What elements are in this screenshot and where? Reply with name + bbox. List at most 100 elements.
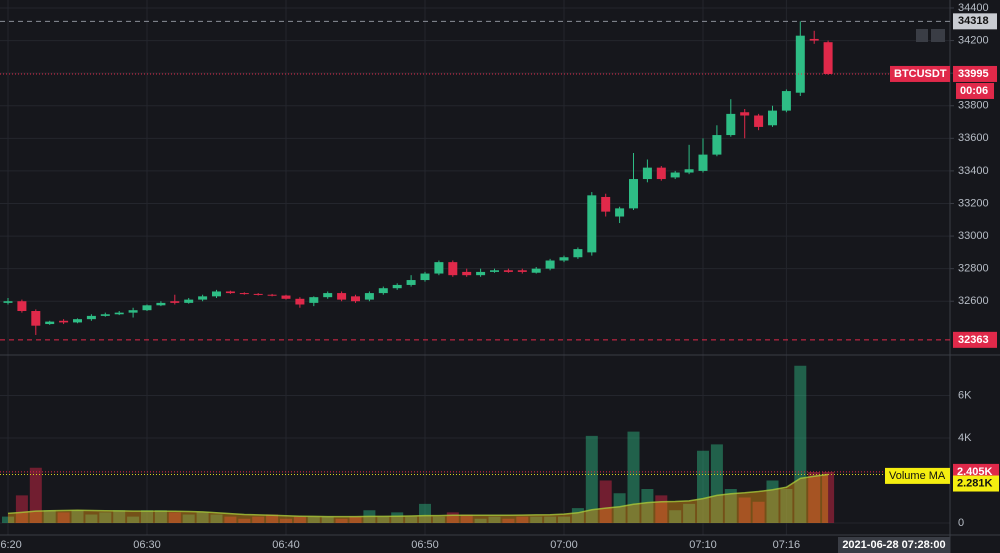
volume-bar: [585, 435, 598, 523]
volume-bar: [780, 488, 793, 523]
candle-body: [809, 38, 819, 41]
countdown: 00:06: [960, 85, 988, 97]
volume-bar: [669, 510, 682, 523]
volume-bar: [321, 516, 334, 523]
volume-bar: [599, 480, 612, 523]
candle-body: [406, 280, 416, 285]
candle-body: [740, 112, 750, 116]
high-tag-bg: [953, 13, 997, 30]
volume-ma-name-bg: [885, 467, 950, 484]
symbol-tag: BTCUSDT: [894, 68, 947, 80]
volume-ma-line: [7, 473, 829, 518]
last-price-tag-bg: [953, 65, 997, 82]
candle-body: [559, 257, 569, 261]
crosshair-time: 2021-06-28 07:28:00: [842, 539, 945, 551]
volume-bar: [224, 516, 237, 523]
high-tag: 34318: [958, 15, 989, 27]
candle-body: [726, 113, 736, 136]
volume-bar: [293, 516, 306, 523]
candle-body: [337, 293, 347, 300]
candle-body: [615, 208, 625, 217]
volume-bar: [154, 510, 167, 523]
volume-bar: [697, 450, 709, 523]
volume-bar: [752, 501, 765, 523]
y-tick-label: 33400: [958, 165, 989, 177]
candle-body: [351, 296, 360, 302]
volume-bar: [335, 518, 348, 523]
candle-body: [712, 135, 722, 155]
candle-body: [823, 42, 833, 74]
candle-body: [768, 110, 777, 126]
candle-body: [170, 301, 180, 303]
y-tick-label: 33800: [958, 100, 989, 112]
x-tick-label: 06:30: [133, 539, 161, 551]
volume-bar: [432, 516, 445, 523]
candle-body: [420, 273, 430, 281]
x-tick-label: 07:00: [550, 539, 578, 551]
candle-body: [212, 291, 221, 297]
x-tick-label: 07:16: [773, 539, 801, 551]
volume-bar: [210, 514, 223, 523]
volume-bar: [766, 480, 779, 523]
candle-body: [545, 260, 555, 269]
x-tick-label: 06:20: [0, 539, 22, 551]
candle-body: [656, 167, 666, 180]
volume-ma-area: [8, 474, 829, 523]
volume-bar: [99, 512, 112, 523]
candle-body: [3, 301, 13, 303]
candle-body: [225, 291, 235, 294]
y-tick-label: 34200: [958, 34, 989, 46]
volume-bar: [710, 444, 723, 523]
volume-bar: [405, 516, 418, 523]
candle-body: [73, 319, 82, 323]
plot: [2, 21, 835, 523]
volume-ma-tag-bg: [953, 475, 999, 492]
candle-body: [364, 293, 374, 300]
volume-bar: [15, 495, 28, 523]
last-volume-tag: 2.405K: [957, 466, 993, 478]
candle-body: [198, 296, 208, 300]
candle-body: [573, 249, 583, 258]
low-tag: 32363: [958, 334, 989, 346]
volume-tick-label: 0: [958, 517, 964, 529]
volume-bar: [808, 471, 821, 523]
volume-bar: [85, 514, 98, 523]
volume-bar: [2, 516, 14, 523]
candle-body: [629, 179, 638, 209]
volume-bar: [822, 471, 835, 523]
volume-bar: [113, 510, 126, 523]
candle-body: [323, 293, 333, 298]
volume-bar: [391, 512, 404, 523]
volume-bar: [474, 518, 487, 523]
volume-bar: [641, 488, 654, 523]
candle-body: [59, 320, 69, 323]
candle-body: [267, 294, 277, 296]
crosshair-time-bg: [838, 537, 950, 553]
candle-body: [45, 321, 55, 325]
x-tick-label: 06:40: [272, 539, 300, 551]
volume-bar: [419, 503, 431, 523]
volume-bar: [516, 516, 529, 523]
button[interactable]: [931, 29, 945, 42]
y-tick-label: 32600: [958, 295, 989, 307]
volume-tick-label: 4K: [958, 432, 972, 444]
volume-bar: [349, 516, 362, 523]
candle-body: [295, 298, 305, 305]
button[interactable]: [916, 29, 928, 42]
volume-bar: [196, 512, 209, 523]
candle-body: [281, 295, 291, 299]
candle-body: [239, 293, 249, 295]
candle-body: [448, 262, 458, 276]
volume-bar: [29, 467, 42, 523]
candle-body: [517, 270, 527, 272]
candle-body: [698, 154, 708, 171]
pane-controls[interactable]: [916, 29, 945, 42]
volume-bar: [57, 512, 70, 523]
candle-body: [781, 91, 791, 111]
candle-body: [253, 293, 263, 295]
volume-bar: [182, 514, 195, 523]
candle-body: [17, 301, 27, 312]
